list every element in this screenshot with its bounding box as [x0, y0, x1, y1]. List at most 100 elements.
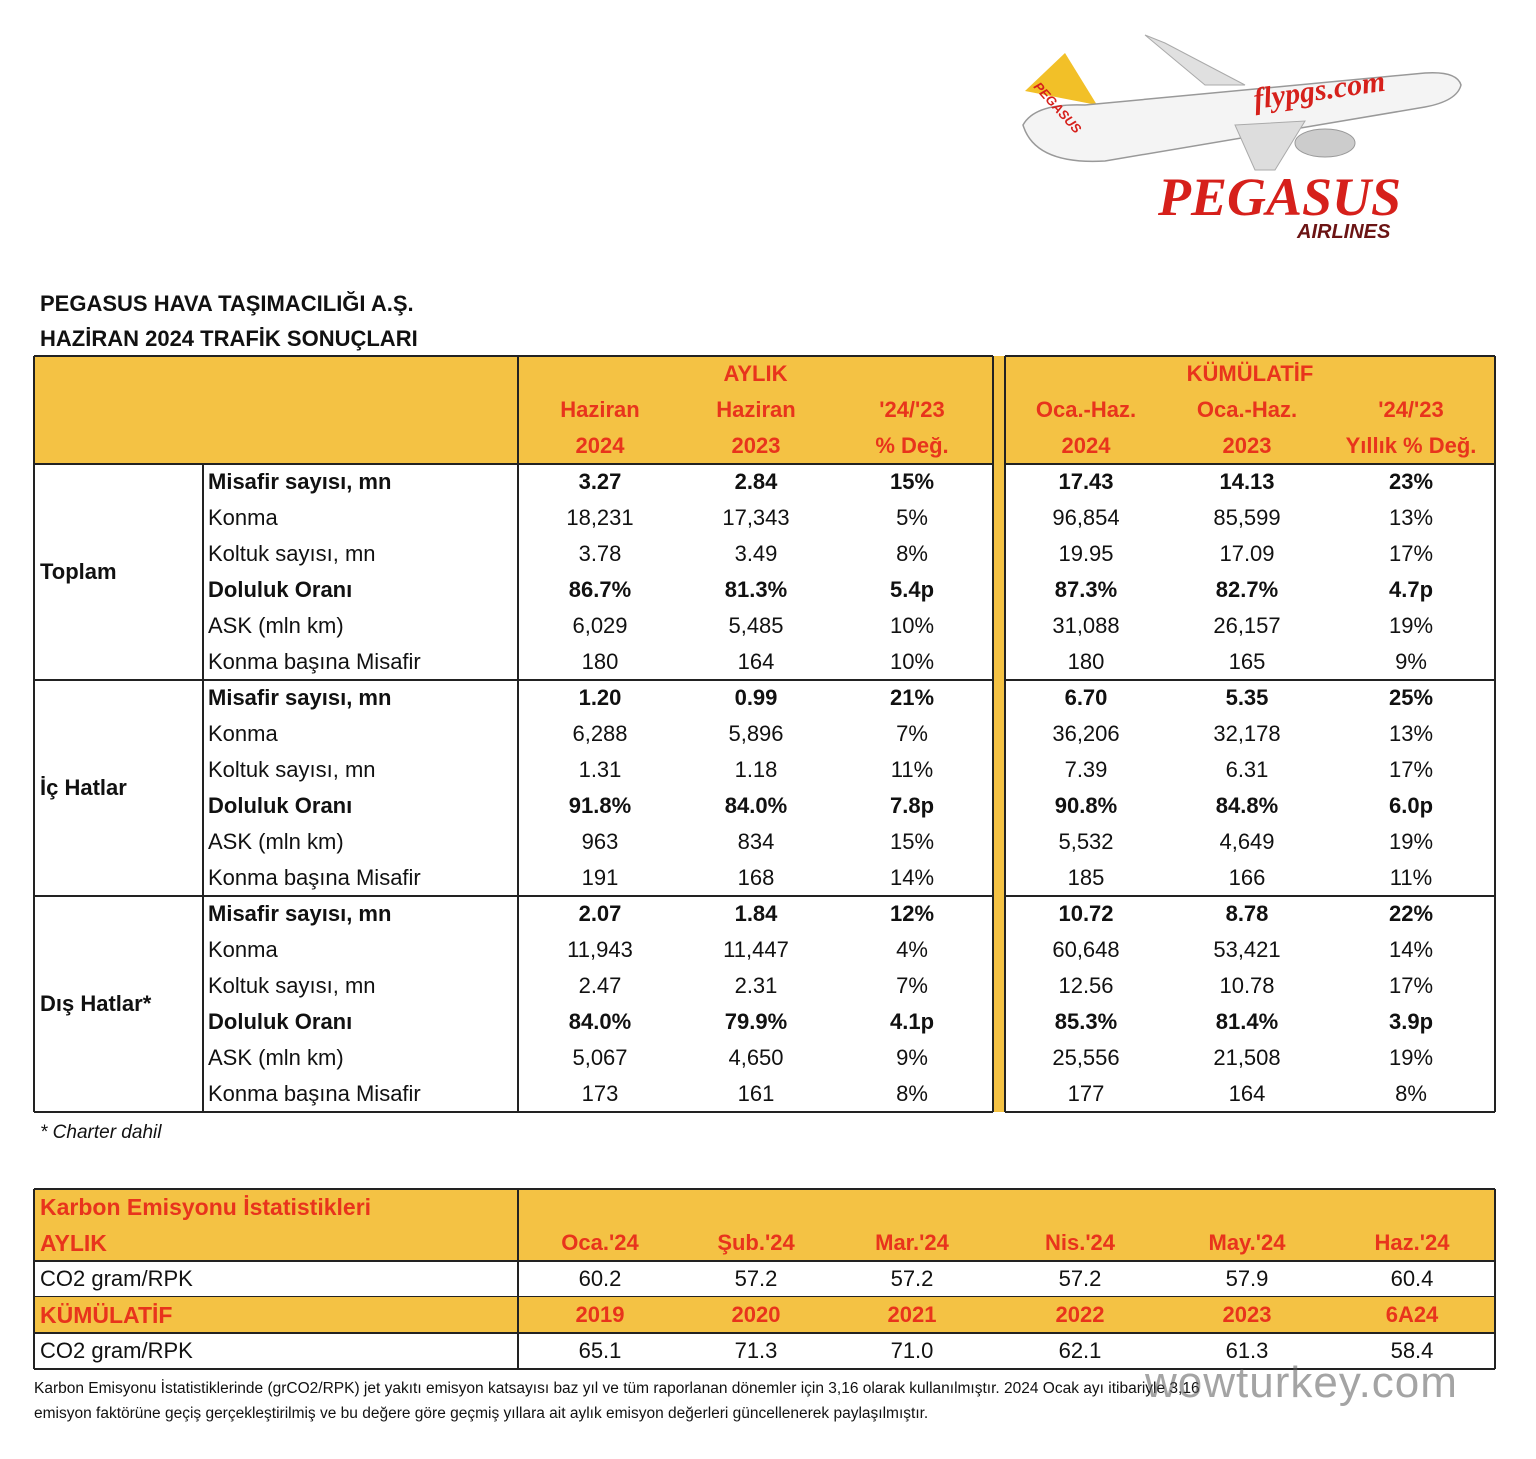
carbon-period: Oca.'24 — [561, 1230, 639, 1255]
cell: 180 — [1067, 649, 1105, 674]
h-rule — [34, 895, 993, 897]
row-label: Doluluk Oranı — [208, 793, 353, 818]
carbon-period: Haz.'24 — [1374, 1230, 1450, 1255]
cell: 32,178 — [1213, 721, 1281, 746]
cell: 1.20 — [578, 685, 622, 710]
cell: 4.7p — [1388, 577, 1434, 602]
carbon-period: 6A24 — [1385, 1302, 1439, 1327]
row-label: Doluluk Oranı — [208, 1009, 353, 1034]
h-rule — [34, 1260, 1495, 1262]
cell: 166 — [1228, 865, 1266, 890]
cell: 180 — [581, 649, 619, 674]
v-rule — [1494, 1189, 1496, 1369]
column-header: Oca.-Haz. — [1196, 397, 1298, 422]
cell: 25,556 — [1052, 1045, 1120, 1070]
row-label: Misafir sayısı, mn — [208, 469, 392, 494]
cell: 79.9% — [724, 1009, 788, 1034]
column-header: 2024 — [575, 433, 625, 458]
cell: 3.27 — [578, 469, 622, 494]
cell: 17.09 — [1219, 541, 1275, 566]
v-rule — [33, 356, 35, 1112]
carbon-band — [34, 1297, 1495, 1333]
cell: 31,088 — [1052, 613, 1120, 638]
cell: 11% — [890, 757, 934, 782]
carbon-value: 58.4 — [1390, 1338, 1434, 1363]
h-rule — [1005, 463, 1495, 465]
cell: 12.56 — [1058, 973, 1114, 998]
cell: 60,648 — [1052, 937, 1120, 962]
carbon-value: 57.2 — [734, 1266, 778, 1291]
cell: 53,421 — [1213, 937, 1281, 962]
cell: 2.07 — [578, 901, 622, 926]
carbon-title-band — [34, 1189, 1495, 1261]
cell: 191 — [581, 865, 619, 890]
cell: 84.8% — [1215, 793, 1279, 818]
row-label: Koltuk sayısı, mn — [208, 757, 376, 782]
carbon-block-label: AYLIK — [40, 1230, 107, 1256]
cell: 10% — [889, 613, 935, 638]
cell: 21% — [889, 685, 935, 710]
cell: 17,343 — [722, 505, 790, 530]
cell: 834 — [737, 829, 775, 854]
cell: 6.70 — [1064, 685, 1108, 710]
row-label: Doluluk Oranı — [208, 577, 353, 602]
column-header: Oca.-Haz. — [1035, 397, 1137, 422]
cell: 22% — [1388, 901, 1434, 926]
carbon-period: Nis.'24 — [1044, 1230, 1116, 1255]
carbon-value: 60.4 — [1390, 1266, 1434, 1291]
v-rule — [1004, 356, 1006, 1112]
h-rule — [34, 1368, 1495, 1370]
cell: 5% — [896, 505, 928, 530]
carbon-value: 62.1 — [1058, 1338, 1102, 1363]
cell: 84.0% — [724, 793, 788, 818]
title-line: PEGASUS HAVA TAŞIMACILIĞI A.Ş. — [40, 291, 414, 316]
footnote: * Charter dahil — [40, 1122, 162, 1143]
carbon-value: 71.0 — [890, 1338, 934, 1363]
row-label: Konma — [208, 721, 278, 746]
cell: 2.47 — [578, 973, 622, 998]
cell: 7% — [896, 973, 928, 998]
carbon-value: 57.9 — [1225, 1266, 1269, 1291]
cell: 164 — [737, 649, 775, 674]
v-rule — [517, 1189, 519, 1369]
column-header: Yıllık % Değ. — [1345, 433, 1477, 458]
row-label: ASK (mln km) — [208, 613, 344, 638]
cell: 11,447 — [723, 937, 789, 962]
cell: 21,508 — [1213, 1045, 1281, 1070]
header-band — [34, 356, 1495, 464]
v-rule — [1494, 356, 1496, 1112]
cell: 19% — [1388, 829, 1434, 854]
cell: 177 — [1067, 1081, 1105, 1106]
cell: 5,067 — [572, 1045, 628, 1070]
row-label: Misafir sayısı, mn — [208, 685, 392, 710]
cell: 1.18 — [734, 757, 778, 782]
cell: 8% — [1395, 1081, 1427, 1106]
cell: 36,206 — [1052, 721, 1120, 746]
cell: 963 — [581, 829, 619, 854]
carbon-period: 2021 — [887, 1302, 937, 1327]
cell: 17% — [1388, 757, 1434, 782]
column-header: % Değ. — [875, 433, 949, 458]
cell: 17% — [1388, 973, 1434, 998]
cell: 25% — [1388, 685, 1434, 710]
cell: 26,157 — [1213, 613, 1281, 638]
cell: 6,288 — [572, 721, 628, 746]
cell: 84.0% — [568, 1009, 632, 1034]
cell: 17% — [1388, 541, 1434, 566]
column-header: 2023 — [1222, 433, 1272, 458]
h-rule — [34, 1111, 993, 1113]
logo: PEGASUS flypgs.com PEGASUS AIRLINES — [1022, 34, 1462, 243]
cell: 12% — [889, 901, 935, 926]
cell: 85,599 — [1213, 505, 1281, 530]
cell: 11% — [1389, 865, 1433, 890]
h-rule — [1005, 679, 1495, 681]
cell: 1.84 — [734, 901, 778, 926]
cell: 10% — [889, 649, 935, 674]
row-label: Konma — [208, 505, 278, 530]
carbon-period: May.'24 — [1208, 1230, 1286, 1255]
cell: 14% — [889, 865, 935, 890]
cell: 173 — [581, 1081, 619, 1106]
h-rule — [1005, 355, 1495, 357]
cell: 81.4% — [1215, 1009, 1279, 1034]
section-name: Dış Hatlar* — [40, 991, 152, 1016]
